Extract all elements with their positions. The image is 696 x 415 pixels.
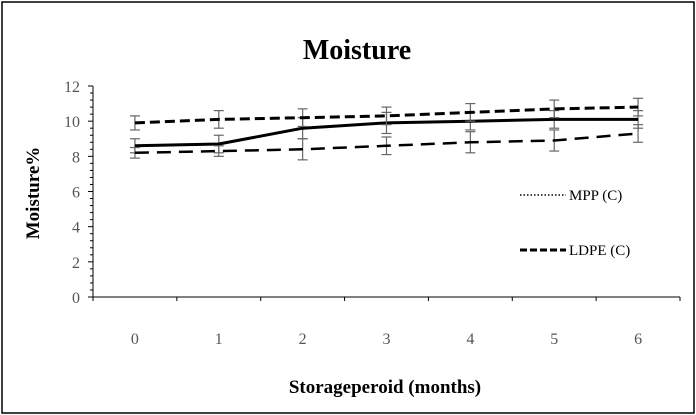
y-tick-label: 4	[72, 220, 80, 237]
y-tick-label: 10	[64, 114, 80, 131]
x-tick-label: 0	[131, 331, 139, 348]
y-tick-label: 8	[72, 149, 80, 166]
chart-title: Moisture	[303, 35, 411, 66]
x-tick-label: 2	[299, 331, 307, 348]
y-tick-label: 6	[72, 185, 80, 202]
x-axis-label: Storageperoid (months)	[289, 377, 481, 398]
series-line-dashed-low	[134, 132, 639, 155]
legend: MPP (C) LDPE (C)	[520, 188, 630, 259]
x-ticks: 0 1 2 3 4 5 6	[92, 297, 681, 348]
x-tick-label: 6	[634, 331, 642, 348]
x-tick-label: 1	[215, 331, 223, 348]
legend-label-mpp: MPP (C)	[569, 188, 622, 204]
series-line-ldpe-dashed	[134, 105, 639, 125]
series-layer	[129, 97, 644, 161]
y-axis-label: Moisture%	[23, 147, 44, 240]
x-tick-label: 5	[550, 331, 558, 348]
y-tick-label: 12	[64, 79, 80, 96]
x-tick-label: 3	[383, 331, 391, 348]
y-tick-label: 2	[72, 255, 80, 272]
x-tick-label: 4	[466, 331, 474, 348]
y-tick-label: 0	[72, 290, 80, 307]
y-ticks: 0 2 4 6 8 10 12	[64, 79, 93, 307]
legend-label-ldpe: LDPE (C)	[569, 243, 630, 259]
